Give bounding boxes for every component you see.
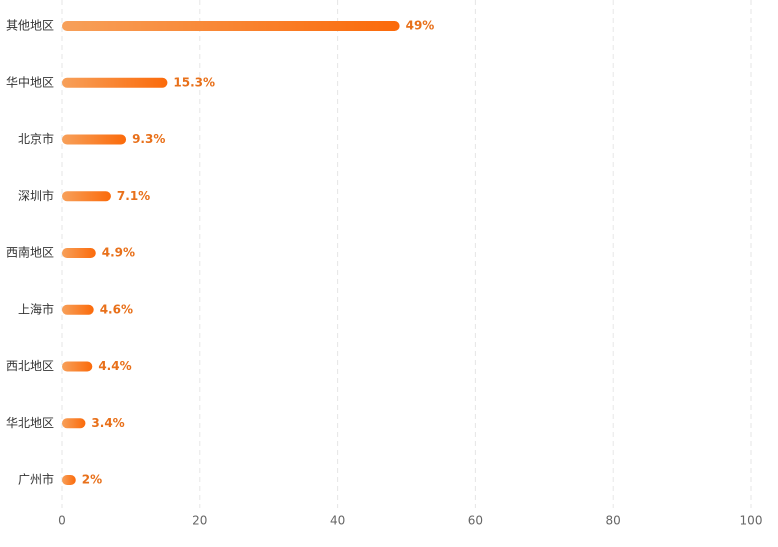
value-label: 4.6% — [100, 302, 133, 316]
y-tick-label: 广州市 — [18, 472, 54, 487]
y-tick-label: 北京市 — [18, 131, 54, 146]
y-tick-label: 华北地区 — [6, 416, 54, 430]
value-label: 49% — [406, 19, 435, 33]
bar — [62, 77, 168, 88]
y-tick-label: 西南地区 — [6, 245, 54, 260]
y-tick-label: 其他地区 — [6, 19, 54, 33]
x-tick-label: 80 — [606, 514, 621, 528]
value-label: 15.3% — [173, 75, 215, 89]
value-label: 7.1% — [117, 189, 150, 203]
bar — [62, 134, 127, 145]
y-tick-label: 深圳市 — [18, 188, 54, 203]
x-tick-label: 100 — [740, 514, 763, 528]
bar — [62, 248, 96, 258]
x-tick-label: 60 — [468, 514, 483, 528]
y-tick-label: 上海市 — [18, 301, 54, 316]
value-label: 4.9% — [102, 246, 135, 260]
bar — [62, 418, 86, 429]
x-tick-label: 0 — [58, 514, 66, 528]
bar — [62, 191, 111, 202]
x-tick-label: 20 — [192, 514, 207, 528]
bar — [62, 475, 76, 485]
value-label: 3.4% — [91, 416, 124, 430]
value-label: 9.3% — [132, 132, 165, 146]
bar — [62, 361, 93, 372]
bar — [62, 304, 94, 315]
bar — [62, 21, 400, 31]
y-tick-label: 华中地区 — [6, 74, 54, 89]
value-label: 4.4% — [98, 359, 131, 373]
y-tick-label: 西北地区 — [6, 359, 54, 373]
value-label: 2% — [82, 473, 102, 487]
x-tick-label: 40 — [330, 514, 345, 528]
